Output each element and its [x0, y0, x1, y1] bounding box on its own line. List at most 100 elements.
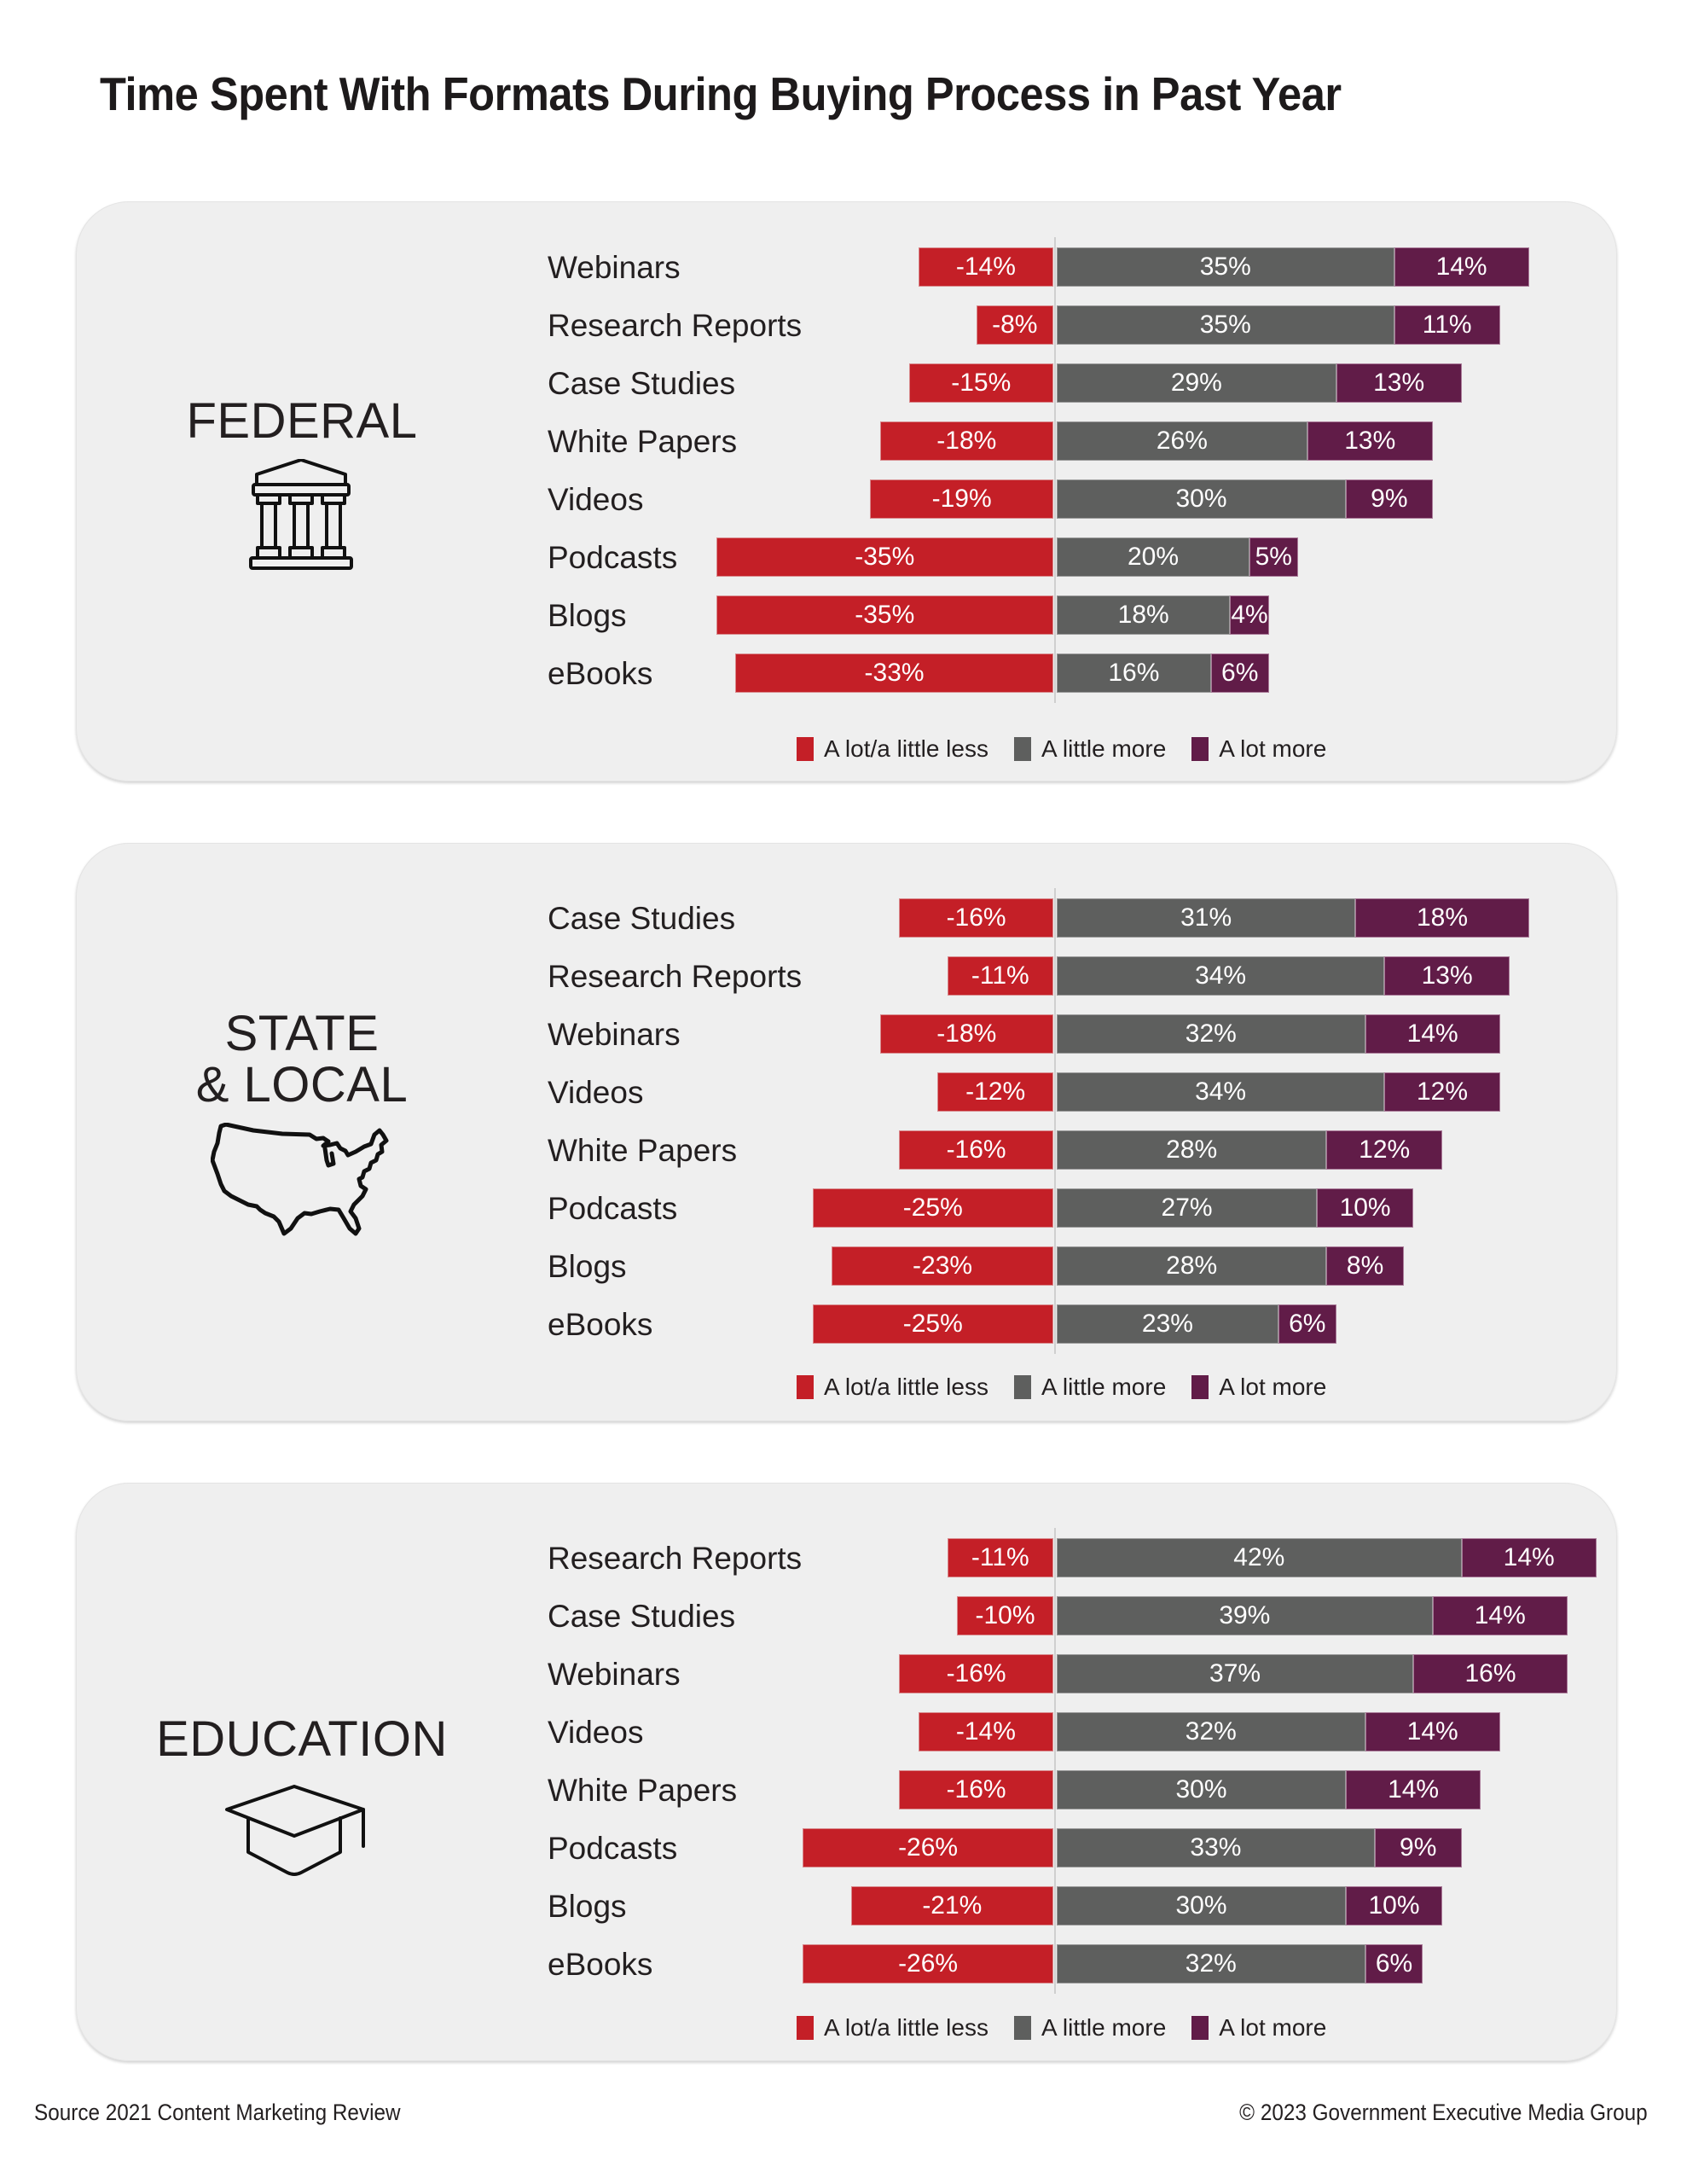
- bar-value-label: 18%: [1117, 601, 1169, 629]
- bar-value-label: 13%: [1373, 369, 1425, 397]
- state-local-panel: STATE & LOCAL Case Studies -16% 31% 18% Rese…: [76, 843, 1617, 1421]
- bar-value-label: 35%: [1199, 311, 1251, 339]
- category-label: eBooks: [548, 1307, 653, 1342]
- bar-value-label: 16%: [1108, 659, 1160, 687]
- section-title-line: EDUCATION: [156, 1711, 448, 1767]
- legend-label: A lot more: [1219, 1374, 1327, 1400]
- category-label: White Papers: [548, 1773, 738, 1808]
- bar-value-label: 34%: [1195, 961, 1247, 990]
- section-title-line: FEDERAL: [186, 393, 418, 449]
- less-segment: -35%: [716, 595, 1053, 635]
- little-more-segment: 31%: [1057, 898, 1356, 938]
- less-segment: -15%: [908, 363, 1053, 403]
- legend-item-little-more: A little more: [1013, 2014, 1167, 2042]
- bar-value-label: -16%: [946, 1136, 1006, 1164]
- bar-value-label: -26%: [898, 1833, 959, 1862]
- lot-more-segment: 9%: [1374, 1828, 1462, 1867]
- little-more-segment: 26%: [1057, 421, 1307, 461]
- little-more-segment: 27%: [1057, 1188, 1318, 1228]
- zero-axis-line: [1054, 237, 1056, 703]
- bar-value-label: 34%: [1195, 1077, 1247, 1106]
- legend-swatch: [1013, 737, 1031, 761]
- bar-value-label: 20%: [1127, 543, 1180, 571]
- bar-value-label: -11%: [971, 1543, 1029, 1571]
- little-more-segment: 32%: [1057, 1014, 1365, 1054]
- less-segment: -8%: [976, 305, 1053, 345]
- bar-value-label: 28%: [1166, 1136, 1218, 1164]
- chart-legend: A lot/a little less A little more A lot mo…: [797, 1374, 1352, 1401]
- bar-value-label: 39%: [1219, 1601, 1271, 1629]
- bar-value-label: -18%: [936, 1019, 997, 1048]
- lot-more-segment: 12%: [1384, 1072, 1500, 1112]
- legend-swatch: [1191, 2016, 1209, 2040]
- lot-more-segment: 16%: [1413, 1654, 1568, 1693]
- legend-item-little-more: A little more: [1013, 735, 1166, 763]
- little-more-segment: 37%: [1057, 1654, 1414, 1693]
- less-segment: -23%: [832, 1246, 1053, 1286]
- education-panel: EDUCATION Research Reports -11% 42% 14% Case…: [76, 1483, 1617, 2061]
- us-map-icon: [211, 1123, 389, 1236]
- legend-swatch: [797, 1375, 814, 1399]
- category-label: Research Reports: [548, 1541, 803, 1576]
- bar-value-label: 32%: [1185, 1949, 1237, 1978]
- lot-more-segment: 11%: [1394, 305, 1500, 345]
- bar-value-label: -12%: [965, 1077, 1026, 1106]
- legend-label: A little more: [1041, 1374, 1167, 1400]
- bar-value-label: 6%: [1221, 659, 1259, 687]
- category-label: eBooks: [548, 656, 653, 691]
- legend-label: A lot/a little less: [824, 735, 988, 762]
- less-segment: -12%: [937, 1072, 1053, 1112]
- legend-item-lot-more: A lot more: [1191, 735, 1326, 763]
- bar-value-label: 11%: [1422, 311, 1472, 339]
- category-label: White Papers: [548, 424, 738, 459]
- source-note: Source 2021 Content Marketing Review: [34, 2100, 401, 2125]
- category-label: Webinars: [548, 1017, 681, 1052]
- little-more-segment: 28%: [1057, 1130, 1327, 1170]
- lot-more-segment: 14%: [1346, 1770, 1481, 1809]
- category-label: Podcasts: [548, 1831, 678, 1866]
- zero-axis-line: [1054, 888, 1056, 1354]
- graduation-cap-icon: [225, 1785, 365, 1876]
- legend-item-less: A lot/a little less: [797, 1374, 988, 1401]
- legend-item-lot-more: A lot more: [1191, 2014, 1326, 2042]
- legend-swatch: [1191, 737, 1209, 761]
- bar-value-label: -25%: [902, 1310, 963, 1338]
- bar-value-label: -16%: [946, 903, 1006, 932]
- bar-value-label: -15%: [951, 369, 1012, 397]
- federal-panel: FEDERAL Webinars -14% 35% 14% Research Repor…: [76, 201, 1617, 781]
- less-segment: -21%: [850, 1886, 1053, 1926]
- lot-more-segment: 10%: [1317, 1188, 1414, 1228]
- lot-more-segment: 13%: [1384, 956, 1510, 996]
- little-more-segment: 34%: [1057, 1072, 1385, 1112]
- bar-value-label: -8%: [992, 311, 1038, 339]
- bar-value-label: 12%: [1416, 1077, 1468, 1106]
- little-more-segment: 30%: [1057, 479, 1346, 519]
- less-segment: -18%: [879, 1014, 1053, 1054]
- category-label: Research Reports: [548, 959, 803, 994]
- lot-more-segment: 6%: [1365, 1944, 1423, 1984]
- bar-value-label: 14%: [1406, 1019, 1458, 1048]
- bar-value-label: 30%: [1175, 1775, 1227, 1804]
- bar-value-label: 32%: [1185, 1717, 1237, 1745]
- less-segment: -19%: [870, 479, 1053, 519]
- bar-value-label: -35%: [855, 601, 915, 629]
- category-label: Videos: [548, 1075, 644, 1110]
- less-segment: -18%: [879, 421, 1053, 461]
- bar-value-label: -18%: [936, 427, 997, 455]
- less-segment: -33%: [735, 653, 1053, 693]
- legend-item-less: A lot/a little less: [797, 735, 988, 763]
- bar-value-label: 10%: [1339, 1194, 1391, 1222]
- little-more-segment: 30%: [1057, 1770, 1346, 1809]
- category-label: Blogs: [548, 598, 627, 633]
- lot-more-segment: 14%: [1394, 247, 1529, 287]
- little-more-segment: 42%: [1057, 1538, 1462, 1577]
- little-more-segment: 32%: [1057, 1712, 1365, 1751]
- legend-label: A little more: [1041, 2014, 1167, 2041]
- less-segment: -11%: [947, 956, 1053, 996]
- bar-value-label: 8%: [1346, 1252, 1384, 1280]
- section-title-line: STATE: [224, 1006, 380, 1061]
- bar-value-label: 5%: [1255, 543, 1292, 571]
- less-segment: -14%: [918, 247, 1053, 287]
- little-more-segment: 28%: [1057, 1246, 1327, 1286]
- lot-more-segment: 14%: [1461, 1538, 1597, 1577]
